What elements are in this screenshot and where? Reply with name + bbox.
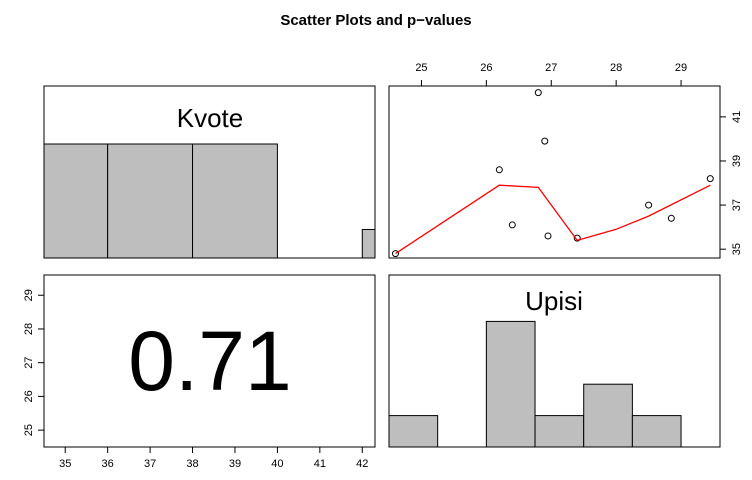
y-axis-kvote-tick-label: 39 <box>731 155 743 167</box>
upisi-hist-bar <box>388 415 439 448</box>
axes: 35 36 37 38 39 40 41 42 25 26 27 28 29 25 26 27 28 29 35 37… <box>23 62 743 470</box>
p-value-text: 0.71 <box>128 314 292 408</box>
kvote-hist-bar <box>43 143 109 259</box>
scatter-point <box>544 232 552 240</box>
y-axis-upisi-tick-label: 26 <box>23 390 35 402</box>
x-axis-upisi-tick-label: 25 <box>415 62 427 74</box>
x-axis-kvote-tick-label: 39 <box>229 458 241 470</box>
label-kvote: Kvote <box>177 103 244 133</box>
x-axis-kvote-tick-label: 38 <box>186 458 198 470</box>
scatter-point <box>391 250 399 258</box>
scatter-points <box>391 89 714 258</box>
scatter-point <box>645 201 653 209</box>
x-axis-upisi-tick-label: 26 <box>480 62 492 74</box>
scatter-point <box>534 89 542 97</box>
scatter-point <box>667 214 675 222</box>
label-upisi: Upisi <box>525 286 583 316</box>
x-axis-kvote-tick-label: 35 <box>59 458 71 470</box>
upisi-hist-bar <box>534 415 585 448</box>
x-axis-upisi-tick-label: 29 <box>675 62 687 74</box>
x-axis-kvote-tick-label: 42 <box>356 458 368 470</box>
y-axis-kvote-tick-label: 35 <box>731 243 743 255</box>
y-axis-upisi-tick-label: 25 <box>23 424 35 436</box>
scatter-point <box>541 137 549 145</box>
x-axis-kvote-tick-label: 37 <box>144 458 156 470</box>
scatter-point <box>508 221 516 229</box>
chart-title: Scatter Plots and p−values <box>280 12 471 29</box>
x-axis-kvote-tick-label: 40 <box>271 458 283 470</box>
kvote-hist-bar <box>107 143 194 259</box>
y-axis-kvote-tick-label: 41 <box>731 111 743 123</box>
y-axis-upisi-tick-label: 28 <box>23 323 35 335</box>
x-axis-kvote-tick-label: 41 <box>314 458 326 470</box>
scatter-point <box>573 234 581 242</box>
upisi-hist-bar <box>583 383 633 448</box>
kvote-hist-bar <box>192 143 278 259</box>
upisi-hist-bar <box>631 415 682 448</box>
upisi-hist-bar <box>485 320 536 448</box>
kvote-hist-bar <box>361 229 376 259</box>
x-axis-upisi-tick-label: 28 <box>610 62 622 74</box>
x-axis-upisi-tick-label: 27 <box>545 62 557 74</box>
x-axis-kvote-tick-label: 36 <box>102 458 114 470</box>
scatter-point <box>706 175 714 183</box>
y-axis-upisi-tick-label: 29 <box>23 289 35 301</box>
panel-scatter <box>388 85 721 259</box>
y-axis-upisi-tick-label: 27 <box>23 357 35 369</box>
smooth-line <box>395 184 711 255</box>
y-axis-kvote-tick-label: 37 <box>731 199 743 211</box>
upisi-histogram-bars <box>388 320 682 448</box>
scatter-point <box>495 166 503 174</box>
kvote-histogram-bars <box>43 143 376 259</box>
